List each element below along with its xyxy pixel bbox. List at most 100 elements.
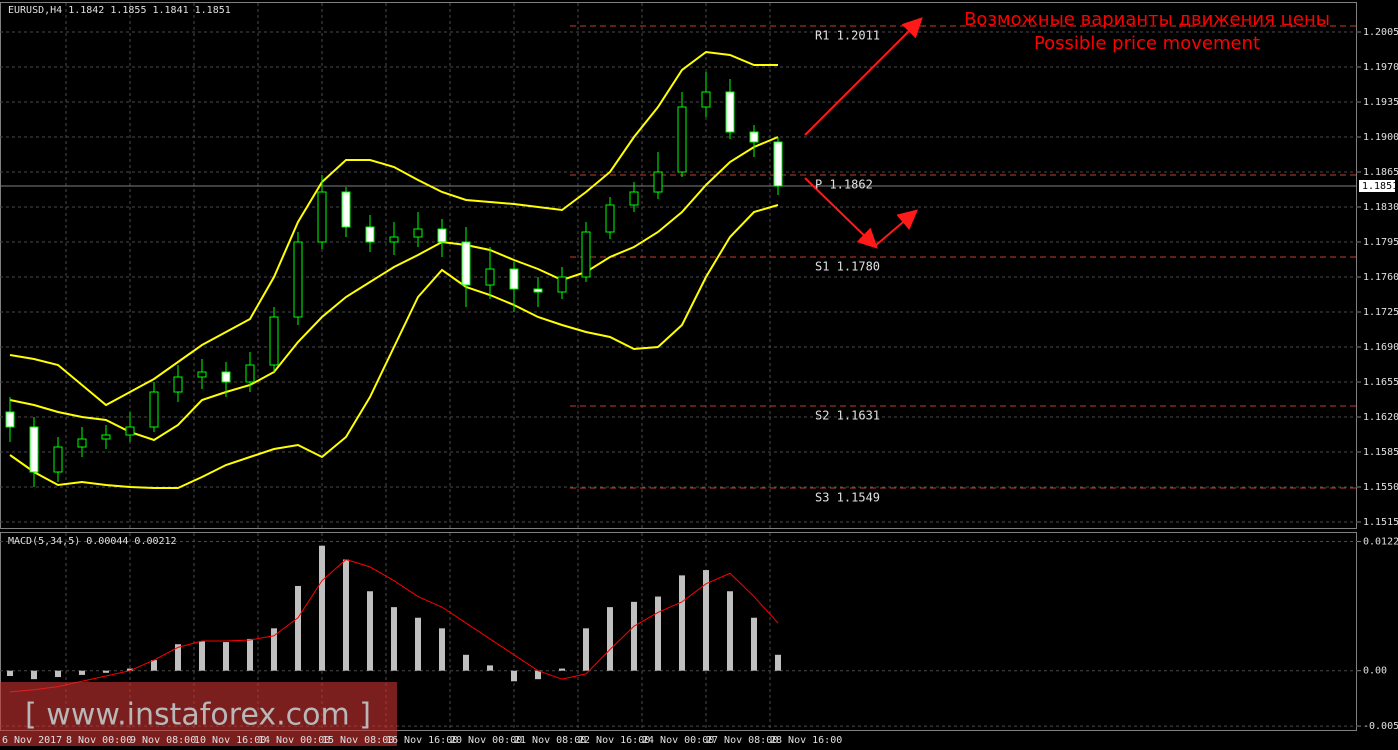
macd-title: MACD(5,34,5) 0.00044 0.00212 bbox=[8, 536, 177, 547]
y-tick-label: 1.1725 bbox=[1363, 307, 1398, 318]
candle-body bbox=[173, 376, 183, 393]
candle-body bbox=[749, 131, 759, 143]
x-tick-label: 8 Nov 00:00 bbox=[66, 735, 132, 746]
candle-body bbox=[5, 411, 15, 428]
macd-bar bbox=[631, 601, 637, 671]
candle-body bbox=[677, 106, 687, 173]
candle-body bbox=[629, 191, 639, 206]
band-line bbox=[9, 50, 778, 407]
y-tick-label: 1.1690 bbox=[1363, 342, 1398, 353]
macd-bar bbox=[127, 668, 133, 671]
macd-bar bbox=[679, 575, 685, 671]
candle-body bbox=[509, 268, 519, 290]
candle-body bbox=[101, 434, 111, 440]
macd-bar bbox=[151, 660, 157, 671]
candle-body bbox=[533, 288, 543, 293]
x-tick-label: 22 Nov 16:00 bbox=[578, 735, 650, 746]
price-title: EURUSD,H4 1.1842 1.1855 1.1841 1.1851 bbox=[8, 5, 231, 16]
macd-bar bbox=[727, 591, 733, 671]
x-tick-label: 28 Nov 16:00 bbox=[770, 735, 842, 746]
macd-bar bbox=[439, 628, 445, 671]
candle-body bbox=[485, 268, 495, 286]
candle-body bbox=[149, 391, 159, 428]
y-tick-label: 1.1550 bbox=[1363, 482, 1398, 493]
candle-body bbox=[725, 91, 735, 133]
candle-body bbox=[53, 446, 63, 473]
candle-body bbox=[413, 228, 423, 238]
candle-body bbox=[77, 438, 87, 448]
candle-body bbox=[701, 91, 711, 108]
x-tick-label: 16 Nov 16:00 bbox=[386, 735, 458, 746]
candle-body bbox=[317, 191, 327, 243]
y-tick-label: 1.1970 bbox=[1363, 62, 1398, 73]
macd-bar bbox=[7, 670, 13, 676]
macd-bar bbox=[391, 607, 397, 671]
candle-body bbox=[221, 371, 231, 383]
macd-bar bbox=[487, 665, 493, 671]
y-tick-label: 1.1935 bbox=[1363, 97, 1398, 108]
macd-bar bbox=[775, 654, 781, 671]
y-tick-label: 1.1865 bbox=[1363, 167, 1398, 178]
macd-bar bbox=[751, 617, 757, 671]
candle-body bbox=[197, 371, 207, 378]
signal-line bbox=[9, 558, 779, 693]
y-tick-label: 0.00 bbox=[1363, 666, 1387, 677]
y-tick-label: 1.2005 bbox=[1363, 27, 1398, 38]
macd-bar bbox=[415, 617, 421, 671]
macd-bar bbox=[367, 591, 373, 671]
arrow-rebound bbox=[874, 209, 919, 247]
x-tick-label: 6 Nov 2017 bbox=[2, 735, 62, 746]
macd-bar bbox=[295, 585, 301, 671]
y-tick-label: 1.1585 bbox=[1363, 447, 1398, 458]
candle-body bbox=[389, 236, 399, 243]
y-tick-label: 0.0122 bbox=[1363, 536, 1398, 547]
arrow-up bbox=[804, 17, 923, 136]
macd-bar bbox=[535, 670, 541, 680]
y-tick-label: 1.1830 bbox=[1363, 202, 1398, 213]
candle-body bbox=[653, 171, 663, 193]
y-tick-label: 1.1760 bbox=[1363, 272, 1398, 283]
candle-body bbox=[269, 316, 279, 366]
candle-body bbox=[437, 228, 447, 243]
last-price-label: 1.1851 bbox=[1362, 181, 1398, 192]
macd-frame bbox=[0, 532, 1357, 731]
x-tick-label: 9 Nov 08:00 bbox=[130, 735, 196, 746]
candle-body bbox=[245, 364, 255, 383]
plot-layer bbox=[0, 3, 1361, 730]
candle-body bbox=[29, 426, 39, 473]
watermark-box bbox=[0, 682, 397, 746]
watermark: [ www.instaforex.com ] bbox=[25, 698, 371, 733]
x-tick-label: 24 Nov 00:00 bbox=[642, 735, 714, 746]
arrow-down bbox=[804, 177, 878, 249]
candle-body bbox=[125, 426, 135, 436]
candle-body bbox=[293, 241, 303, 318]
macd-bar bbox=[319, 545, 325, 671]
pivot-label: S3 1.1549 bbox=[815, 491, 880, 505]
candle-body bbox=[557, 276, 567, 293]
macd-bar bbox=[511, 670, 517, 682]
macd-bar bbox=[607, 607, 613, 671]
macd-bar bbox=[31, 670, 37, 680]
macd-bar bbox=[223, 642, 229, 671]
pivot-label: S2 1.1631 bbox=[815, 409, 880, 423]
y-tick-label: -0.00523 bbox=[1363, 721, 1398, 732]
macd-bar bbox=[655, 596, 661, 671]
candle-body bbox=[365, 226, 375, 243]
macd-bar bbox=[199, 641, 205, 671]
y-tick-label: 1.1655 bbox=[1363, 377, 1398, 388]
macd-bar bbox=[463, 654, 469, 671]
y-tick-label: 1.1900 bbox=[1363, 132, 1398, 143]
y-tick-label: 1.1795 bbox=[1363, 237, 1398, 248]
macd-bar bbox=[703, 570, 709, 671]
x-tick-label: 20 Nov 00:00 bbox=[450, 735, 522, 746]
price-frame bbox=[0, 2, 1357, 529]
macd-bar bbox=[103, 670, 109, 673]
y-tick-label: 1.1515 bbox=[1363, 517, 1398, 528]
band-line bbox=[9, 204, 779, 489]
band-line bbox=[9, 136, 779, 442]
annotation: Possible price movement bbox=[1034, 33, 1260, 54]
pivot-label: S1 1.1780 bbox=[815, 260, 880, 274]
macd-bar bbox=[559, 668, 565, 671]
